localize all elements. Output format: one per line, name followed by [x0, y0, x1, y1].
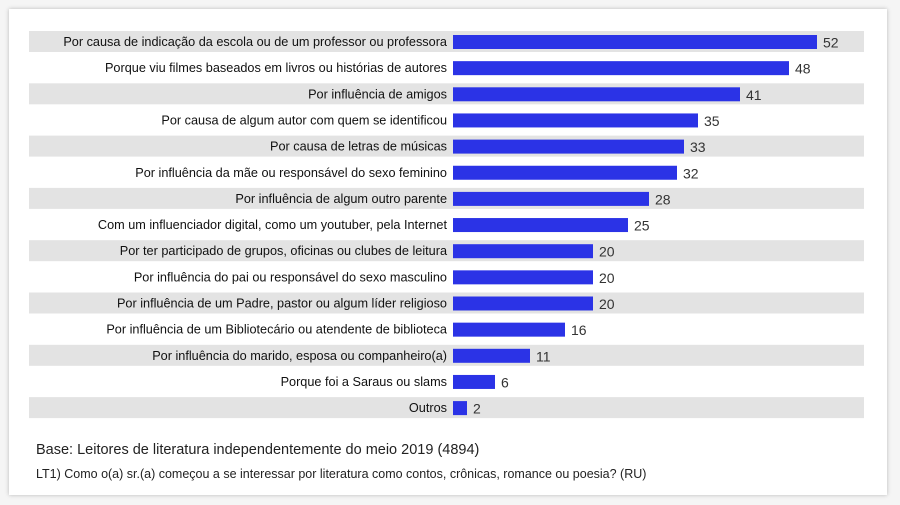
data-label: 33 — [690, 139, 706, 155]
bar-chart: Por causa de indicação da escola ou de u… — [29, 31, 864, 419]
bar — [453, 165, 677, 180]
category-label: Por influência da mãe ou responsável do … — [135, 166, 447, 180]
data-label: 48 — [795, 61, 811, 77]
bar — [453, 61, 789, 76]
data-label: 25 — [634, 218, 650, 234]
bar — [453, 270, 593, 285]
row-band — [29, 292, 864, 314]
row-band — [29, 344, 864, 366]
category-label: Por influência de um Padre, pastor ou al… — [117, 297, 447, 311]
data-label: 52 — [823, 35, 839, 51]
category-label: Por influência de um Bibliotecário ou at… — [106, 323, 448, 337]
data-label: 2 — [473, 401, 481, 417]
bar — [453, 401, 467, 416]
bar — [453, 296, 593, 311]
bar — [453, 191, 649, 206]
bar — [453, 139, 684, 154]
data-label: 20 — [599, 270, 615, 286]
bar — [453, 244, 593, 259]
bar — [453, 113, 698, 128]
bar — [453, 35, 817, 49]
row-band — [29, 187, 864, 209]
data-label: 41 — [746, 87, 762, 103]
data-label: 32 — [683, 165, 699, 181]
data-label: 20 — [599, 296, 615, 312]
category-label: Por influência do marido, esposa ou comp… — [152, 349, 447, 363]
chart-card: Por causa de indicação da escola ou de u… — [9, 9, 887, 495]
question-note: LT1) Como o(a) sr.(a) começou a se inter… — [36, 467, 647, 481]
data-label: 35 — [704, 113, 720, 129]
base-note: Base: Leitores de literatura independent… — [36, 442, 480, 458]
bar — [453, 218, 628, 233]
data-label: 28 — [655, 191, 671, 207]
category-label: Porque viu filmes baseados em livros ou … — [105, 61, 447, 75]
category-label: Por influência de amigos — [308, 87, 447, 101]
category-label: Por causa de algum autor com quem se ide… — [161, 113, 447, 127]
category-label: Por influência de algum outro parente — [235, 192, 447, 206]
data-label: 6 — [501, 374, 509, 390]
row-band — [29, 240, 864, 262]
bar — [453, 87, 740, 102]
category-label: Por causa de indicação da escola ou de u… — [63, 35, 448, 49]
bar — [453, 322, 565, 337]
bar — [453, 374, 495, 389]
row-band — [29, 397, 864, 419]
category-label: Com um influenciador digital, como um yo… — [98, 218, 448, 232]
category-label: Por ter participado de grupos, oficinas … — [120, 244, 448, 258]
category-label: Por influência do pai ou responsável do … — [134, 270, 447, 284]
category-label: Por causa de letras de músicas — [270, 140, 447, 154]
category-label: Outros — [409, 401, 447, 415]
data-label: 20 — [599, 244, 615, 260]
category-label: Porque foi a Saraus ou slams — [281, 375, 447, 389]
bar — [453, 348, 530, 363]
data-label: 11 — [536, 348, 551, 364]
data-label: 16 — [571, 322, 587, 338]
